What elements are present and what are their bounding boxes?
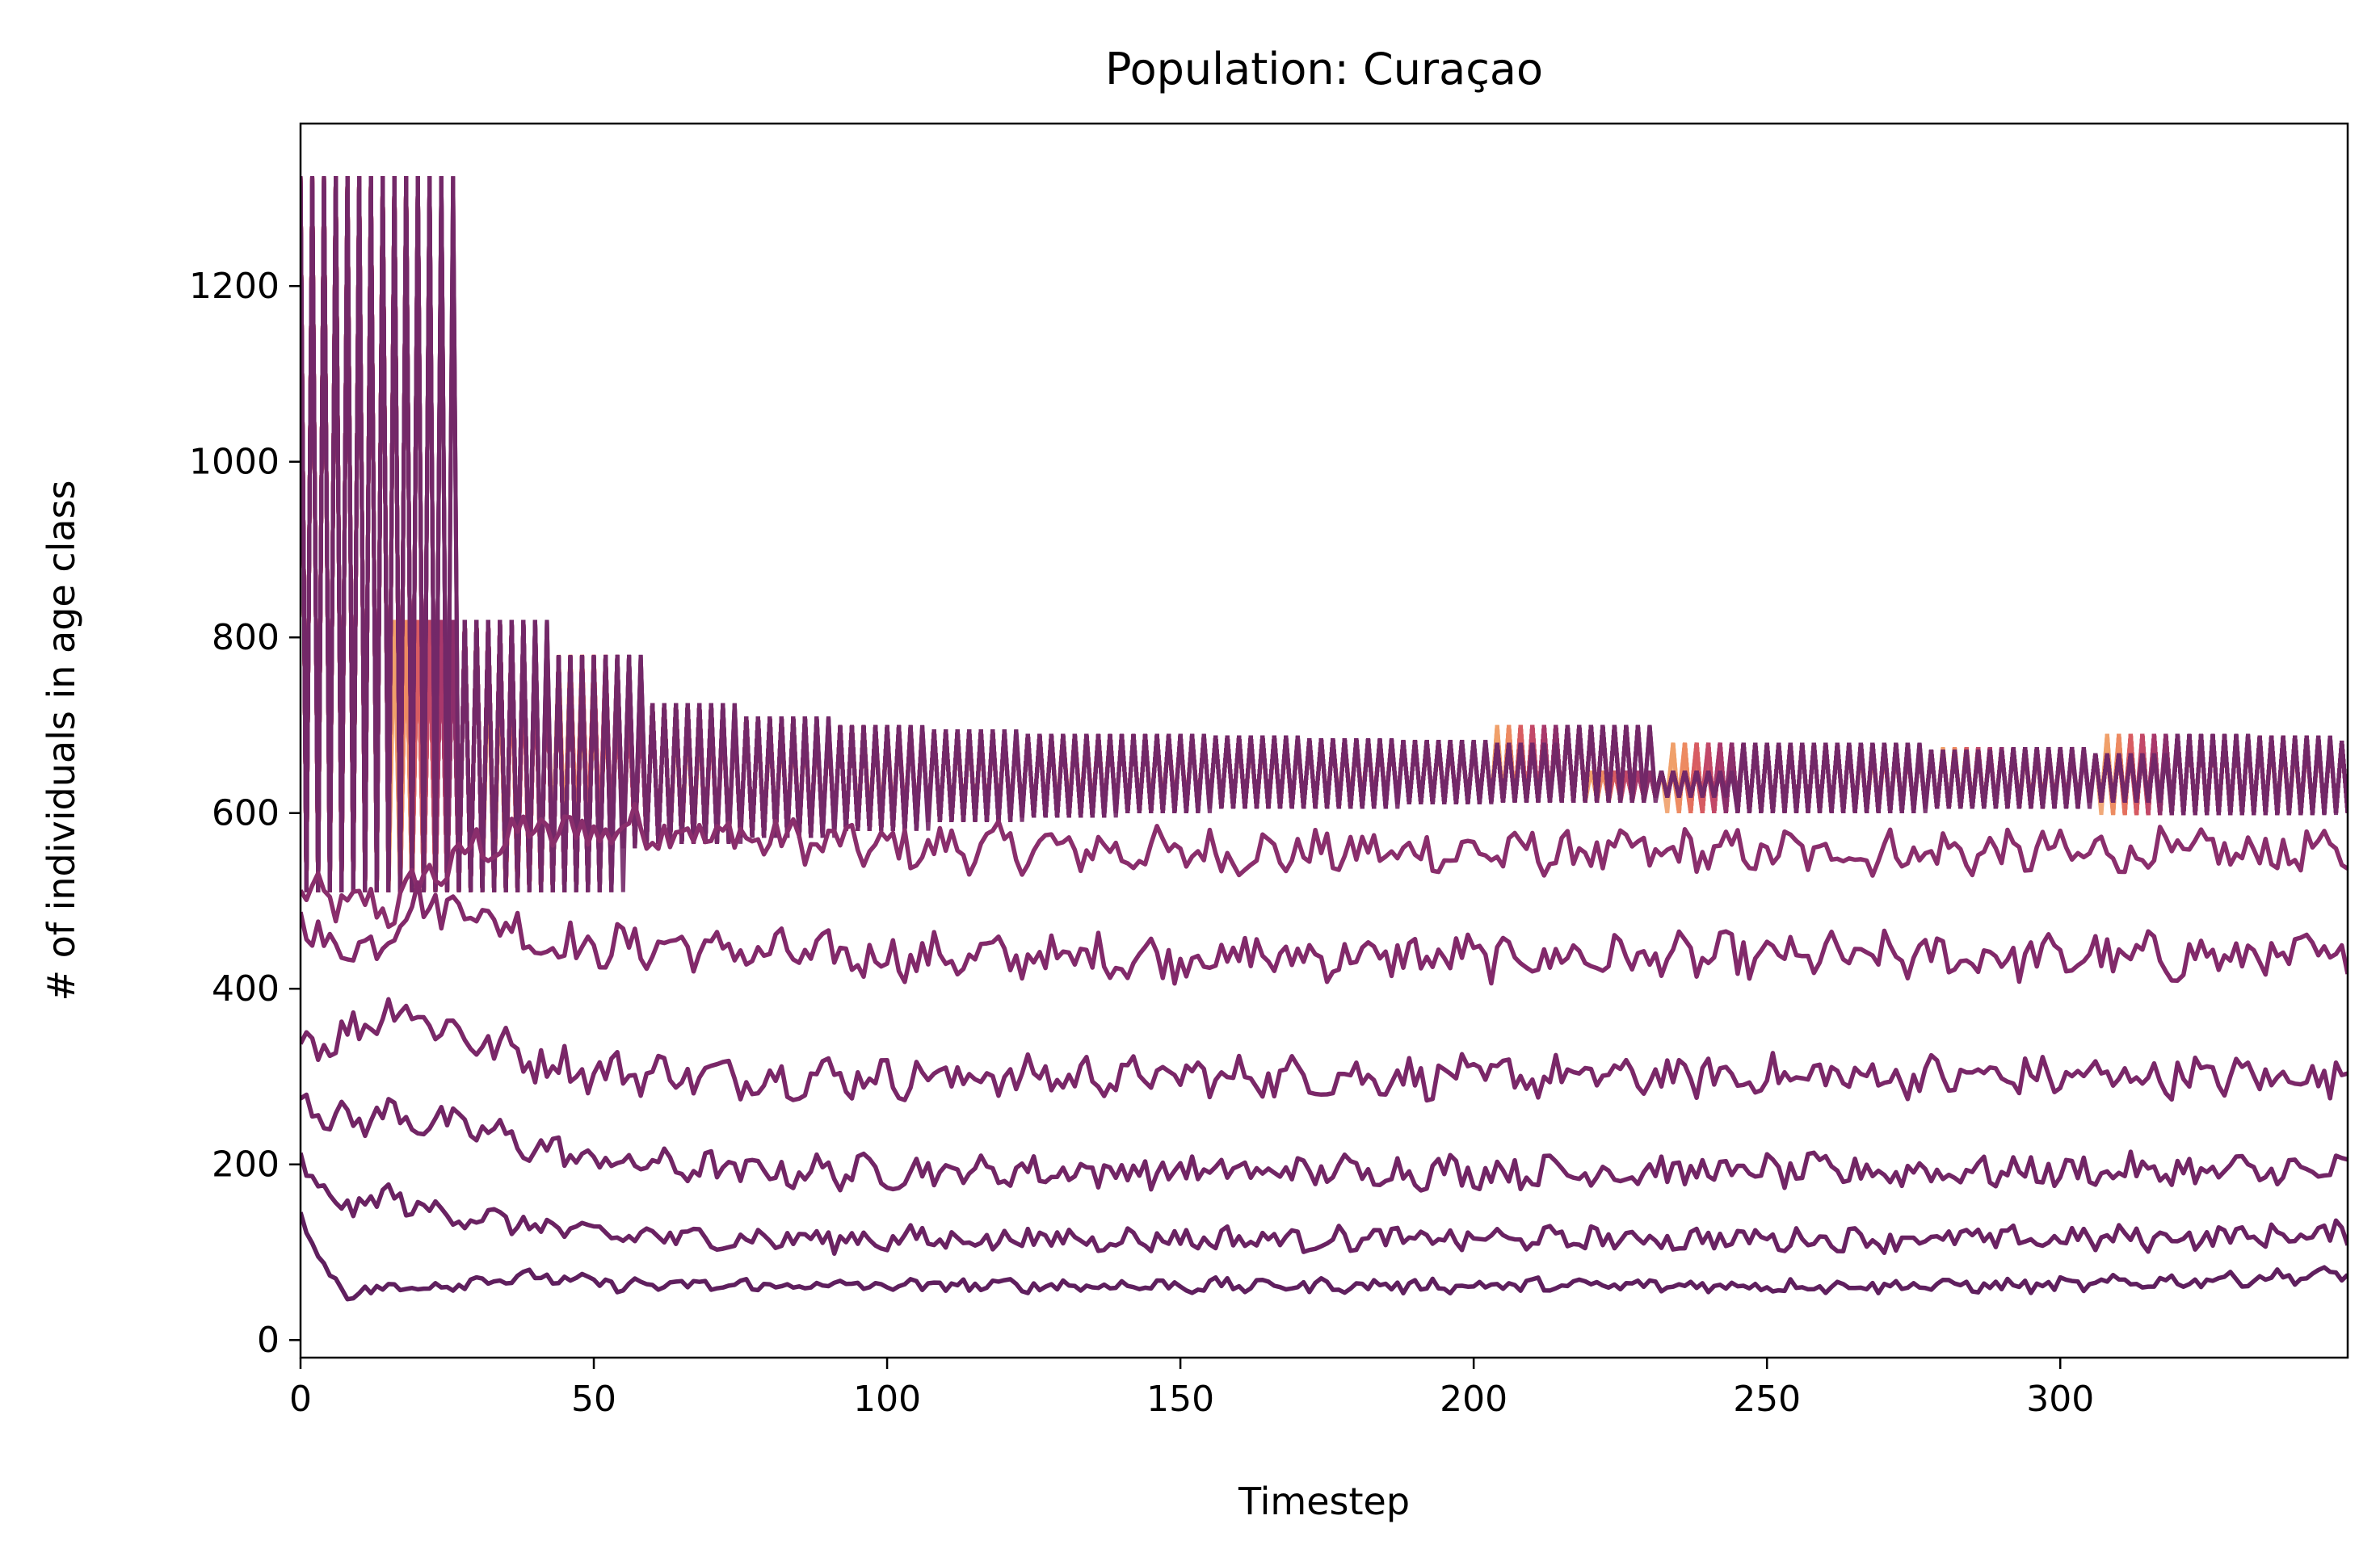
y-tick-label: 800 bbox=[212, 617, 280, 658]
y-tick-label: 0 bbox=[257, 1320, 280, 1361]
x-tick-label: 200 bbox=[1440, 1379, 1507, 1420]
y-axis-label: # of individuals in age class bbox=[40, 480, 83, 1001]
x-tick-label: 250 bbox=[1733, 1379, 1801, 1420]
series-layer bbox=[301, 176, 2348, 1302]
age-class-series-line bbox=[301, 1152, 2348, 1256]
x-axis-label: Timestep bbox=[1238, 1480, 1410, 1523]
plot-frame bbox=[299, 122, 2349, 1359]
age-class-series-line bbox=[301, 801, 2348, 930]
x-tick-label: 100 bbox=[853, 1379, 921, 1420]
x-tick-label: 50 bbox=[571, 1379, 616, 1420]
band-series-line bbox=[301, 176, 2348, 892]
age-class-series-line bbox=[301, 1211, 2348, 1302]
y-tick-label: 1200 bbox=[189, 266, 280, 307]
y-tick-label: 1000 bbox=[189, 442, 280, 483]
x-axis: 0 50 100 150 200 250 300 bbox=[289, 1358, 2094, 1420]
x-tick-label: 150 bbox=[1146, 1379, 1214, 1420]
y-tick-label: 200 bbox=[212, 1144, 280, 1186]
y-tick-label: 600 bbox=[212, 793, 280, 834]
y-axis: 0 200 400 600 800 1000 1200 bbox=[189, 266, 301, 1361]
age-class-series-line bbox=[301, 997, 2348, 1103]
y-tick-label: 400 bbox=[212, 968, 280, 1010]
chart-title: Population: Curaçao bbox=[1105, 44, 1543, 94]
age-class-series-line bbox=[301, 1092, 2348, 1193]
age-class-series-line bbox=[301, 880, 2348, 986]
x-tick-label: 0 bbox=[289, 1379, 312, 1420]
x-tick-label: 300 bbox=[2026, 1379, 2094, 1420]
